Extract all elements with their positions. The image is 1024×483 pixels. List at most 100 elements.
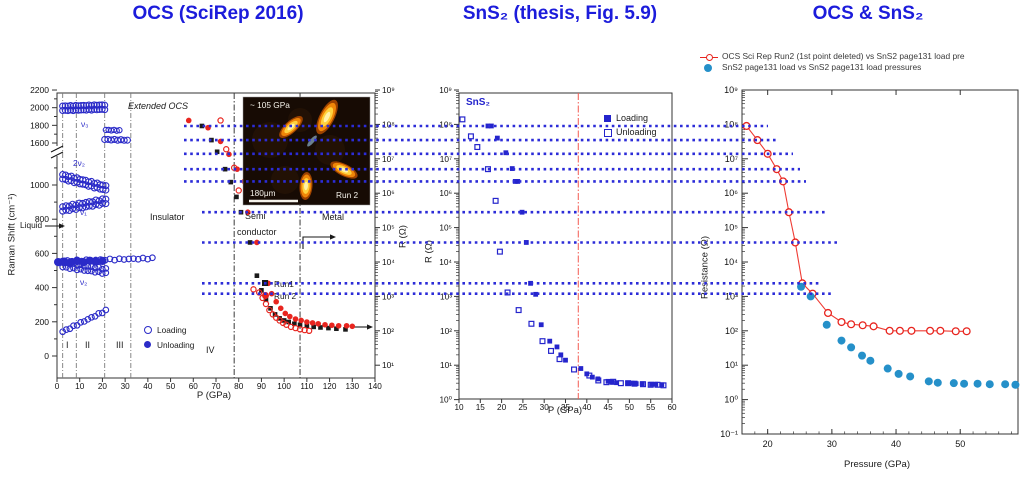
tick-label: 50	[625, 403, 635, 412]
tick-label: 70	[211, 382, 221, 391]
tick-label: 55	[646, 403, 656, 412]
tick-label: 10⁰	[439, 395, 452, 405]
tick-label: 10²	[382, 326, 394, 336]
tick-label: 110	[300, 382, 313, 391]
tick-label: 10⁶	[439, 188, 452, 198]
tick-label: 20	[98, 382, 108, 391]
inset-run-label: Run 2	[336, 190, 359, 200]
metal-label: Metal	[322, 212, 345, 222]
sns2-loading-series	[485, 123, 665, 388]
tick-label: 200	[35, 317, 49, 327]
tick-label: 10	[454, 403, 464, 412]
ocs-x-axis-label: P (GPa)	[196, 390, 232, 401]
tick-label: 2200	[30, 85, 49, 95]
tick-label: 10⁴	[724, 257, 738, 267]
tick-label: 10	[75, 382, 85, 391]
semiconductor-label-2: conductor	[237, 227, 277, 237]
panel-title-sns2: SnS₂ (thesis, Fig. 5.9)	[462, 3, 658, 24]
resistance-axis-label: Resistance (Ω)	[699, 235, 711, 300]
sns2-x-axis-label: P (GPa)	[547, 405, 583, 416]
tick-label: 10⁴	[382, 257, 395, 267]
tick-label: 10⁰	[724, 395, 738, 405]
phase-3-label: III	[116, 340, 124, 350]
tick-label: 10²	[440, 326, 452, 336]
ocs-unloading-marker	[144, 341, 151, 348]
tick-label: 120	[323, 382, 337, 391]
insulator-label: Insulator	[150, 212, 185, 222]
tick-label: 1000	[30, 180, 49, 190]
tick-label: 1800	[30, 120, 49, 130]
pressure-axis-label: Pressure (GPa)	[844, 459, 910, 470]
combined-sns2-series	[797, 282, 1020, 389]
tick-label: 1600	[30, 138, 49, 148]
tick-label: 35	[561, 403, 571, 412]
tick-label: 2000	[30, 103, 49, 113]
sns2-unloading-label: Unloading	[616, 127, 657, 137]
tick-label: 130	[345, 382, 359, 391]
tick-label: 10⁻¹	[720, 429, 738, 439]
tick-label: 10⁵	[724, 223, 738, 233]
sns2-panel-label: SnS₂	[466, 97, 490, 108]
tick-label: 10³	[382, 291, 394, 301]
raman-shift-axis-label: Raman Shift (cm⁻¹)	[6, 193, 18, 276]
ocs-run2-unload-series	[217, 117, 313, 334]
tick-label: 15	[476, 403, 486, 412]
ocs-resistance-axis-label: R (Ω)	[397, 225, 409, 248]
tick-label: 60	[189, 382, 199, 391]
ocs-unloading-label: Unloading	[157, 340, 195, 350]
sns2-unloading-series	[459, 116, 667, 389]
sns2-loading-label: Loading	[616, 113, 649, 123]
tick-label: 45	[604, 403, 614, 412]
tick-label: 10⁵	[382, 223, 395, 233]
run2-label: Run 2	[274, 291, 297, 301]
tick-label: 10¹	[440, 360, 452, 370]
panel-title-combined: OCS & SnS₂	[812, 3, 924, 24]
tick-label: 90	[257, 382, 267, 391]
tick-label: 10⁹	[382, 85, 395, 95]
legend-blue-dot-marker	[704, 64, 712, 72]
tick-label: 10³	[440, 291, 452, 301]
ocs-loading-label: Loading	[157, 325, 187, 335]
combined-ocs-series	[742, 121, 971, 336]
legend-red-circle-marker	[706, 53, 713, 61]
extended-ocs-label: Extended OCS	[128, 101, 189, 111]
sns2-unloading-marker	[604, 129, 612, 137]
tick-label: 100	[277, 382, 291, 391]
ocs-run2-line	[746, 125, 967, 332]
tick-label: 0	[55, 382, 60, 391]
tick-label: 800	[35, 214, 49, 224]
tick-label: 25	[518, 403, 528, 412]
tick-label: 10¹	[382, 360, 394, 370]
panel-title-ocs: OCS (SciRep 2016)	[132, 3, 304, 24]
tick-label: 10⁸	[439, 119, 452, 129]
tick-label: 600	[35, 248, 49, 258]
tick-label: 40	[891, 439, 901, 449]
tick-label: 40	[582, 403, 592, 412]
ocs-raman-branches	[53, 101, 156, 336]
mode-nu1-label: ν₁	[80, 207, 87, 217]
tick-label: 10⁷	[382, 154, 394, 164]
tick-label: 20	[763, 439, 773, 449]
phase-4-label: IV	[206, 345, 215, 355]
semiconductor-label-1: Semi	[245, 211, 266, 221]
tick-label: 30	[540, 403, 550, 412]
tick-label: 10⁹	[439, 85, 452, 95]
tick-label: 20	[497, 403, 507, 412]
sns2-y-axis-label: R (Ω)	[423, 240, 435, 263]
tick-label: 10²	[725, 326, 738, 336]
tick-label: 30	[121, 382, 131, 391]
mode-nu2-label: ν₂	[80, 277, 88, 287]
tick-label: 10⁸	[724, 119, 738, 129]
tick-label: 10⁵	[439, 223, 452, 233]
tick-label: 60	[667, 403, 677, 412]
tick-label: 10⁹	[724, 85, 738, 95]
legend-ocs-vs-sns2: OCS Sci Rep Run2 (1st point deleted) vs …	[722, 51, 965, 61]
tick-label: 10³	[725, 291, 738, 301]
inset-pressure-label: ~ 105 GPa	[250, 100, 290, 110]
tick-label: 10⁴	[439, 257, 452, 267]
sns2-loading-marker	[604, 115, 611, 122]
tick-label: 0	[44, 351, 49, 361]
tick-label: 40	[143, 382, 153, 391]
